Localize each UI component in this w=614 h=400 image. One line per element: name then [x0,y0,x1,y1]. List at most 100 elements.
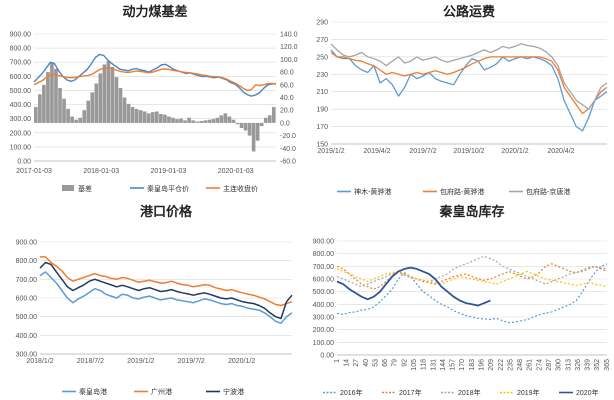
x-tick-label: 2019-01-03 [151,168,187,175]
y-tick-label: 400.00 [313,302,335,309]
series-line-2 [336,255,608,288]
basis-bar [167,116,171,123]
series-line-3 [336,268,608,288]
x-tick-label: 2019/10/2 [453,148,484,155]
x-tick-label: 261 [527,359,534,371]
y-tick-label: 0.00 [320,353,334,360]
x-tick-label: 235 [507,359,514,371]
legend-label: 秦皇岛平仓价 [147,184,189,193]
basis-bar [122,97,127,123]
basis-bar [70,116,74,123]
x-tick-label: 209 [488,359,495,371]
basis-bar [106,60,111,123]
x-tick-label: 157 [450,359,457,371]
legend-label: 基差 [78,184,92,193]
x-tick-label: 222 [498,359,505,371]
basis-bar [82,110,87,123]
y-tick-label: 170 [316,124,328,131]
y-tick-label: 700.00 [10,60,32,67]
legend-label: 2020年 [576,388,599,397]
x-tick-label: 40 [363,359,370,367]
basis-bar [183,120,187,123]
basis-chart: 动力煤基差 0.00 100.00 200.00 300.00 400.00 500.00 6… [10,4,298,193]
y-tick-label: 400.00 [10,102,32,109]
y-tick-label: 900.00 [313,239,335,246]
x-tick-label: 2017-01-03 [16,168,52,175]
basis-bar [142,111,147,123]
basis-bar [114,77,119,123]
x-tick-label: 2018-01-03 [83,168,119,175]
basis-bar [78,117,82,123]
x-tick-label: 196 [478,359,485,371]
y2-tick-label: 20.0 [280,108,294,115]
x-tick-label: 2019/1/2 [127,358,154,365]
basis-bar [243,122,248,131]
basis-bar [259,122,264,127]
x-tick-label: 2019/7/2 [178,358,205,365]
y2-tick-label: 100.0 [280,57,298,64]
basis-bar [58,87,62,123]
basis-chart-panel: 动力煤基差 0.00 100.00 200.00 300.00 400.00 500.00 6… [0,0,307,200]
x-tick-label: 66 [382,359,389,367]
series-line-0 [330,49,608,132]
x-tick-label: 2019/7/2 [409,148,436,155]
series-line-4 [336,266,491,307]
y-tick-label: 500.00 [10,88,32,95]
y-tick-label: 230 [316,72,328,79]
y-tick-label: 190 [316,107,328,114]
y-tick-label: 300.00 [16,352,38,359]
basis-bar [130,107,135,123]
basis-bar [94,83,99,123]
x-tick-label: 1 [334,359,341,363]
basis-bar [187,117,191,123]
basis-bar [211,119,216,123]
x-tick-label: 79 [392,359,399,367]
basis-bar [223,113,228,123]
y-tick-label: 0.00 [17,159,31,166]
y-tick-label: 700.00 [16,277,38,284]
x-tick-label: 27 [353,359,360,367]
y-tick-label: 400.00 [16,333,38,340]
x-tick-label: 2020/4/2 [547,148,574,155]
port-price-chart: 港口价格 300.00 400.00 500.00 600.00 700.00 800.00… [16,204,293,396]
basis-bar [219,115,224,123]
basis-bar [247,122,252,136]
basis-bar [138,110,143,123]
x-tick-label: 2019/1/2 [317,148,344,155]
y-tick-label: 900.00 [16,240,38,247]
legend-label: 神木-黄骅港 [354,187,391,196]
basis-bar [98,73,103,123]
chart-title: 秦皇岛库存 [438,204,504,219]
basis-bar [175,119,179,123]
legend-label: 2016年 [340,388,363,397]
y-tick-label: 600.00 [10,74,32,81]
basis-bar [86,100,91,123]
legend-label: 秦皇岛港 [79,387,107,396]
series-line-2 [33,67,277,92]
basis-bar [215,117,220,123]
y2-tick-label: 140.0 [280,32,298,39]
x-tick-label: 2018/1/2 [26,358,53,365]
y2-tick-label: 0.0 [280,120,290,127]
basis-bar [66,108,70,123]
legend-label: 包府路-京唐港 [526,187,570,196]
x-tick-label: 352 [594,359,601,371]
x-tick-label: 2020/1/2 [501,148,528,155]
x-tick-label: 326 [575,359,582,371]
chart-title: 公路运费 [443,4,495,19]
y-tick-label: 210 [316,89,328,96]
y-tick-label: 600.00 [16,296,38,303]
legend-label: 2018年 [458,388,481,397]
y-tick-label: 100.00 [313,340,335,347]
x-tick-label: 144 [440,359,447,371]
basis-bar [203,120,208,123]
x-tick-label: 105 [411,359,418,371]
y2-tick-label: -40.0 [280,146,296,153]
basis-bar [227,116,232,123]
basis-bar [199,120,203,123]
chart-title: 港口价格 [140,204,193,219]
legend-label: 主连收盘价 [223,184,258,193]
legend-label: 广州港 [151,387,172,396]
basis-bar [38,94,42,123]
y2-tick-label: 80.0 [280,70,294,77]
